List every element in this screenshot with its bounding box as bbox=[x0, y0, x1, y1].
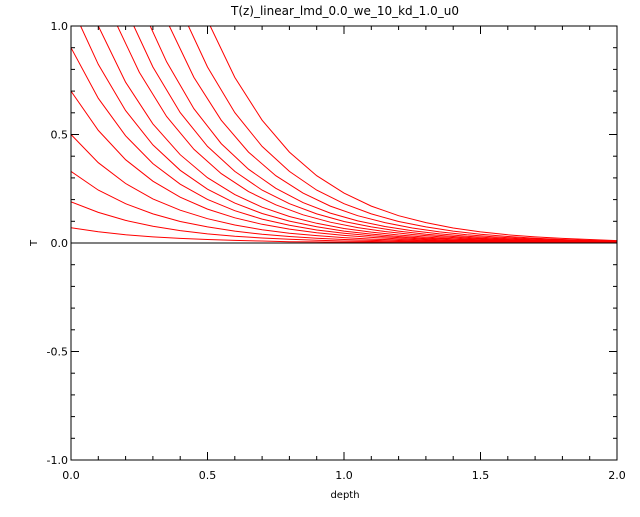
y-tick-label: 0.5 bbox=[51, 129, 69, 142]
series-line-3 bbox=[71, 170, 617, 244]
series-line-5 bbox=[71, 90, 617, 244]
x-tick-label: 0.0 bbox=[62, 469, 80, 482]
series-line-14 bbox=[209, 26, 617, 242]
axes-layer: 0.0 0.5 1.0 1.5 2.0 -1.0 -0.5 0.0 0.5 1.0 bbox=[47, 20, 626, 482]
y-tick-label: 1.0 bbox=[51, 20, 69, 33]
y-tick-label: 0.0 bbox=[51, 237, 69, 250]
series-line-10 bbox=[133, 26, 617, 243]
series-line-13 bbox=[187, 26, 617, 242]
chart-title: T(z)_linear_lmd_0.0_we_10_kd_1.0_u0 bbox=[230, 4, 459, 18]
series-line-8 bbox=[97, 26, 617, 243]
y-axis-label: T bbox=[29, 239, 40, 247]
x-tick-label: 1.0 bbox=[335, 469, 353, 482]
y-tick-label: -1.0 bbox=[47, 454, 68, 467]
x-axis-label: depth bbox=[330, 490, 359, 501]
series-layer bbox=[71, 26, 617, 244]
y-tick-label: -0.5 bbox=[47, 346, 68, 359]
x-tick-label: 2.0 bbox=[608, 469, 626, 482]
x-tick-label: 1.5 bbox=[472, 469, 490, 482]
series-line-9 bbox=[116, 26, 617, 243]
series-line-11 bbox=[149, 26, 617, 243]
series-line-12 bbox=[168, 26, 617, 242]
series-line-7 bbox=[80, 26, 617, 243]
x-tick-label: 0.5 bbox=[199, 469, 217, 482]
